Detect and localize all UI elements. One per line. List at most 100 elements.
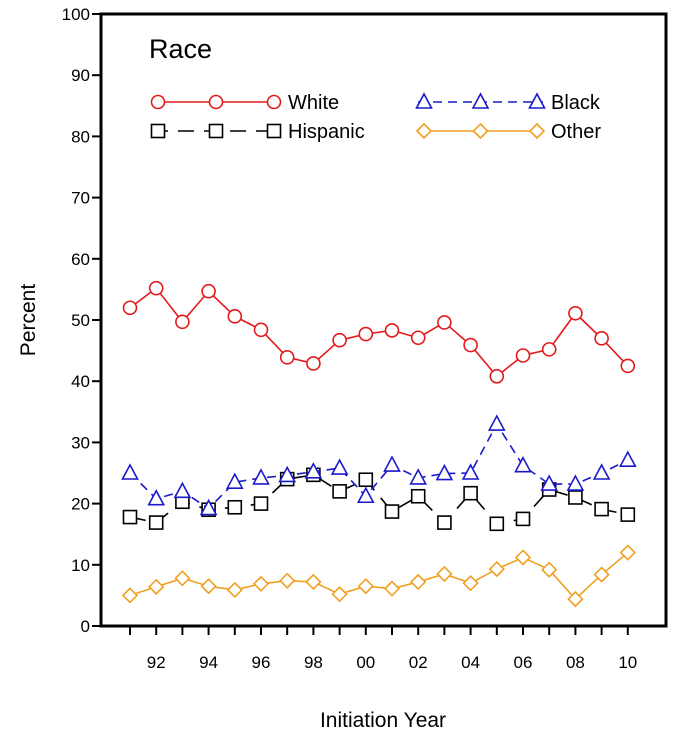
x-tick-label: 04 — [461, 653, 480, 672]
series-other — [121, 544, 636, 608]
x-tick-label: 10 — [618, 653, 637, 672]
data-point-black — [383, 455, 401, 472]
data-point-black — [356, 486, 375, 504]
data-point-white — [332, 332, 347, 348]
data-point-other — [567, 590, 584, 608]
data-point-other — [593, 566, 610, 583]
x-tick-label: 02 — [409, 653, 428, 672]
data-point-white — [384, 323, 400, 338]
data-point-other — [383, 580, 401, 597]
data-point-hispanic — [332, 484, 347, 499]
series-line-other — [129, 551, 629, 601]
data-point-black — [330, 458, 349, 475]
data-point-other — [410, 573, 427, 591]
data-point-white — [541, 342, 557, 357]
data-point-other — [252, 575, 270, 592]
data-point-hispanic — [437, 515, 452, 530]
data-point-white — [463, 337, 478, 353]
data-point-other — [357, 578, 374, 595]
data-point-black — [304, 462, 323, 479]
y-tick-label: 30 — [71, 433, 90, 452]
data-point-black — [540, 474, 559, 491]
x-tick-label: 08 — [566, 653, 585, 672]
data-point-hispanic — [568, 490, 583, 505]
x-tick-label: 06 — [514, 653, 533, 672]
data-point-black — [618, 450, 637, 467]
y-tick-label: 50 — [71, 311, 90, 330]
data-point-other — [305, 573, 322, 591]
y-tick-label: 0 — [81, 617, 90, 636]
data-point-other — [488, 560, 505, 578]
data-point-hispanic — [253, 496, 269, 511]
y-tick-label: 100 — [62, 5, 90, 24]
legend-item-black: Black — [415, 92, 601, 114]
legend-label-hispanic: Hispanic — [288, 121, 365, 143]
data-point-white — [437, 315, 452, 330]
legend-marker-other — [528, 122, 546, 140]
data-point-black — [225, 472, 244, 489]
data-point-white — [122, 300, 138, 316]
legend-marker-other — [415, 122, 433, 140]
series-black — [121, 414, 637, 516]
y-tick-label: 60 — [71, 250, 90, 269]
x-tick-label: 96 — [252, 653, 271, 672]
series-line-white — [129, 287, 629, 378]
data-point-black — [566, 474, 585, 491]
data-point-white — [620, 358, 636, 374]
legend-marker-white — [266, 94, 282, 110]
data-point-other — [148, 578, 165, 595]
legend-marker-other — [472, 122, 489, 140]
legend-marker-black — [415, 92, 433, 109]
legend-label-black: Black — [551, 92, 601, 114]
legend-title: Race — [149, 34, 212, 64]
legend-label-white: White — [288, 92, 339, 114]
legend-marker-white — [150, 94, 166, 110]
y-tick-label: 10 — [71, 556, 90, 575]
data-point-hispanic — [410, 488, 426, 504]
data-point-hispanic — [148, 515, 164, 530]
x-axis-title: Initiation Year — [320, 709, 446, 732]
legend-marker-hispanic — [266, 123, 282, 139]
series-line-black — [129, 422, 629, 510]
data-point-other — [331, 586, 348, 603]
legend-item-hispanic: Hispanic — [150, 121, 365, 143]
y-tick-label: 70 — [71, 189, 90, 208]
legend-item-other: Other — [415, 121, 601, 143]
data-point-white — [175, 314, 190, 330]
data-point-hispanic — [122, 509, 138, 525]
data-point-hispanic — [489, 516, 505, 532]
data-point-other — [226, 581, 243, 599]
data-point-hispanic — [463, 485, 478, 501]
series-hispanic — [122, 467, 636, 532]
data-point-other — [174, 570, 191, 587]
data-point-other — [436, 565, 453, 583]
legend-marker-black — [528, 92, 546, 109]
y-axis-title: Percent — [17, 284, 40, 357]
legend-marker-black — [471, 92, 490, 109]
data-point-black — [121, 463, 139, 480]
legend-label-other: Other — [551, 121, 601, 143]
data-point-black — [173, 481, 192, 499]
data-point-black — [461, 463, 480, 480]
legend-item-white: White — [150, 92, 339, 114]
data-point-white — [227, 309, 243, 324]
data-point-hispanic — [384, 504, 400, 519]
data-point-white — [489, 369, 505, 384]
data-point-white — [148, 280, 164, 296]
x-tick-label: 94 — [199, 653, 218, 672]
data-point-white — [201, 283, 216, 299]
data-point-other — [619, 544, 636, 561]
data-point-hispanic — [594, 501, 609, 517]
data-point-hispanic — [620, 507, 636, 522]
data-point-white — [410, 330, 426, 346]
y-tick-label: 20 — [71, 495, 90, 514]
data-point-white — [594, 331, 609, 346]
y-tick-label: 80 — [71, 127, 90, 146]
data-point-black — [252, 468, 270, 485]
data-point-other — [121, 587, 139, 604]
y-tick-label: 90 — [71, 66, 90, 85]
legend-marker-hispanic — [150, 123, 166, 139]
legend-marker-hispanic — [208, 123, 224, 139]
data-point-white — [306, 356, 321, 371]
data-point-black — [487, 414, 506, 431]
